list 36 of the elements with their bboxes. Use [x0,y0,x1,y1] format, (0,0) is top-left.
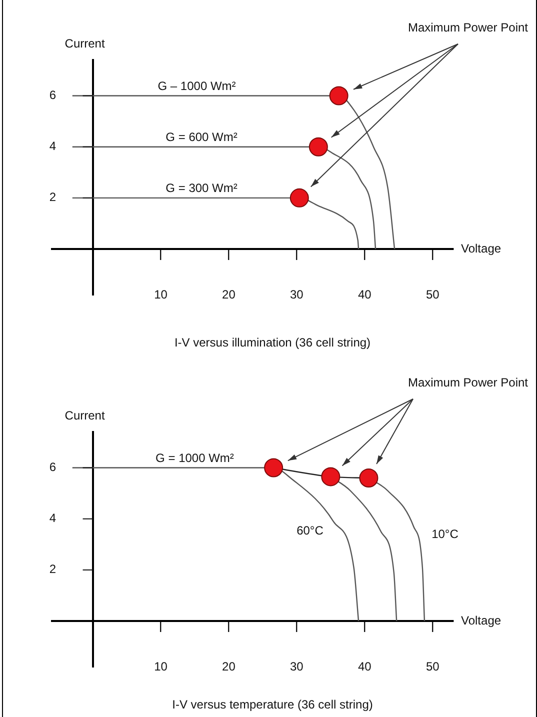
y-tick-label: 6 [49,460,56,474]
point [359,468,378,488]
y-axis-title: Current [64,408,106,422]
x-tick-label: 50 [426,660,440,674]
x-tick-label: 30 [290,288,304,302]
x-axis-title: Voltage [461,613,502,628]
x-tick-label: 40 [358,288,372,302]
text: Maximum Power Point [408,20,529,34]
annotation: G = 1000 Wm² [156,451,234,466]
annotation: G = 300 Wm² [166,181,238,196]
point [308,137,328,156]
text: I-V versus illumination (36 cell string) [174,335,371,350]
x-tick-label: 10 [154,288,168,302]
x-tick-label: 10 [154,660,168,674]
series-label: 10°C [432,526,459,541]
point [321,467,340,486]
x-axis-title: Voltage [461,241,502,256]
text: I-V versus temperature (36 cell string) [172,697,373,712]
point [264,458,284,478]
y-tick-label: 4 [49,139,56,154]
y-axis-title: Current [64,36,106,50]
annotation: G = 600 Wm² [166,130,238,144]
point [329,86,348,106]
text: Maximum Power Point [408,375,529,390]
point [290,188,309,208]
series-label: 60°C [296,524,324,538]
y-tick-label: 4 [49,511,56,526]
x-tick-label: 30 [290,660,304,674]
x-tick-label: 40 [358,660,372,674]
y-tick-label: 6 [49,88,56,102]
x-tick-label: 20 [222,660,236,674]
x-tick-label: 50 [426,288,440,302]
y-tick-label: 2 [49,562,56,576]
x-tick-label: 20 [222,288,236,302]
y-tick-label: 2 [49,190,56,204]
annotation: G – 1000 Wm² [158,79,236,94]
